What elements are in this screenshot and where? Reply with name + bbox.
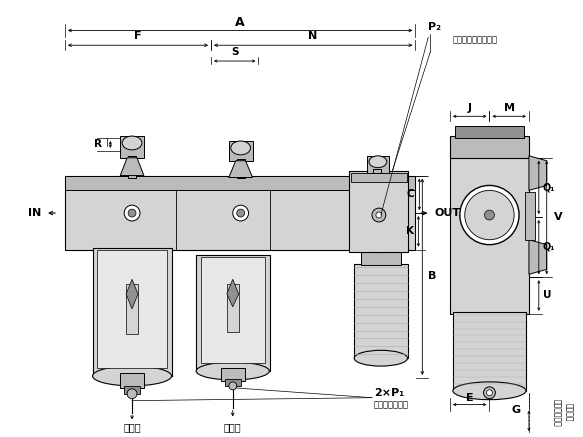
Bar <box>65 176 416 191</box>
Circle shape <box>128 209 136 217</box>
Text: U: U <box>543 290 552 300</box>
Text: Q₁: Q₁ <box>543 242 555 252</box>
Bar <box>120 373 144 388</box>
Bar <box>97 250 167 368</box>
Bar <box>93 248 171 376</box>
Ellipse shape <box>196 362 269 380</box>
Polygon shape <box>120 158 144 176</box>
Bar <box>367 156 389 173</box>
Bar <box>221 368 245 381</box>
Text: C: C <box>407 189 415 199</box>
Text: ドレン: ドレン <box>123 422 141 432</box>
Bar <box>354 264 409 358</box>
Bar <box>225 379 241 386</box>
Bar <box>453 312 526 391</box>
Circle shape <box>483 387 496 399</box>
Polygon shape <box>529 156 547 191</box>
Text: B: B <box>429 271 437 281</box>
Circle shape <box>233 205 248 221</box>
Ellipse shape <box>453 382 526 400</box>
Bar <box>525 192 535 240</box>
Bar <box>450 136 529 158</box>
Text: K: K <box>406 226 415 236</box>
Bar <box>201 257 265 363</box>
Text: J: J <box>468 104 472 114</box>
Bar <box>450 156 529 314</box>
Polygon shape <box>229 161 252 177</box>
Circle shape <box>124 205 140 221</box>
Polygon shape <box>126 279 138 309</box>
Text: E: E <box>466 393 473 402</box>
Text: （圧力計接続口径）: （圧力計接続口径） <box>453 36 498 45</box>
Polygon shape <box>529 240 547 274</box>
Polygon shape <box>227 279 238 307</box>
Circle shape <box>237 209 245 217</box>
Circle shape <box>376 212 382 218</box>
Text: F: F <box>134 31 142 42</box>
Ellipse shape <box>369 156 387 168</box>
Bar <box>120 136 144 158</box>
Text: Q₁: Q₁ <box>543 182 555 192</box>
Bar <box>126 284 138 333</box>
Text: スペース: スペース <box>564 403 573 422</box>
Circle shape <box>465 191 514 240</box>
Ellipse shape <box>93 366 171 386</box>
Text: A: A <box>235 16 244 29</box>
Ellipse shape <box>231 141 251 155</box>
Ellipse shape <box>354 350 408 366</box>
Ellipse shape <box>361 243 401 253</box>
Circle shape <box>127 389 137 399</box>
Bar <box>196 254 271 371</box>
Text: P₂: P₂ <box>429 22 441 32</box>
Text: ドレン: ドレン <box>224 422 241 432</box>
Text: G: G <box>512 405 521 415</box>
Bar <box>227 284 238 332</box>
Bar <box>373 169 381 173</box>
Text: OUT: OUT <box>434 208 461 218</box>
Bar <box>349 170 409 252</box>
Text: IN: IN <box>28 208 41 218</box>
Bar <box>351 173 406 183</box>
Circle shape <box>484 210 494 220</box>
Text: V: V <box>554 212 562 222</box>
Bar <box>65 176 416 250</box>
Text: R: R <box>94 139 103 149</box>
Bar <box>237 159 245 177</box>
Circle shape <box>486 390 493 396</box>
Ellipse shape <box>122 136 142 150</box>
Bar <box>128 156 136 177</box>
Text: メンテナンス: メンテナンス <box>552 399 561 427</box>
Bar <box>229 141 252 161</box>
Bar <box>124 386 140 394</box>
Text: N: N <box>308 31 317 42</box>
Circle shape <box>229 382 237 390</box>
Text: （管接続口径）: （管接続口径） <box>374 400 409 409</box>
Text: S: S <box>231 47 238 57</box>
Text: 2×P₁: 2×P₁ <box>374 388 404 398</box>
Text: M: M <box>504 104 515 114</box>
Bar <box>361 248 401 265</box>
Bar <box>455 126 524 138</box>
Circle shape <box>372 208 386 222</box>
Circle shape <box>460 185 519 245</box>
